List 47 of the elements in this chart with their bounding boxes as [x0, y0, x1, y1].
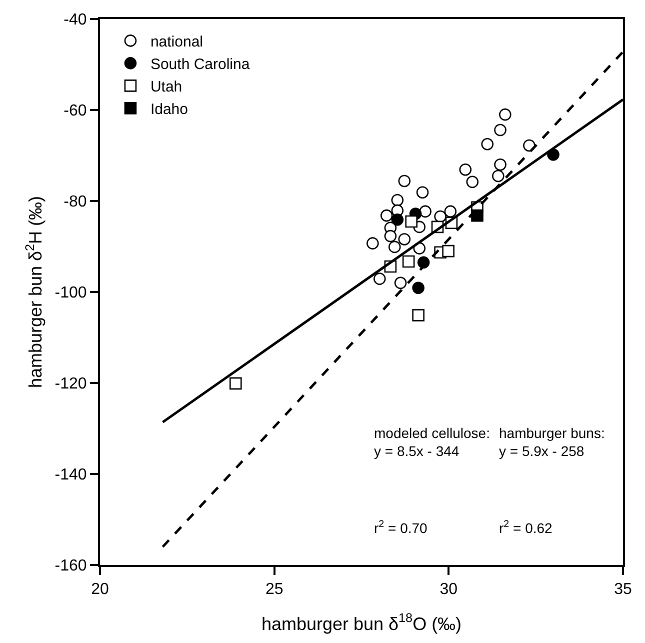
point [492, 170, 504, 182]
x-tick-label: 30 [440, 581, 458, 598]
point [499, 108, 512, 121]
x-tick-label: 20 [91, 581, 109, 598]
x-tick-label: 35 [614, 581, 632, 598]
point [494, 158, 506, 171]
point [419, 205, 432, 218]
point [398, 233, 411, 246]
y-tick-label: -100 [54, 284, 87, 302]
point [416, 186, 429, 198]
x-axis-title: hamburger bun δ$^{18}$O (‰) [261, 611, 462, 634]
point [402, 255, 415, 268]
point [384, 230, 397, 242]
point [391, 194, 404, 206]
point [394, 276, 407, 290]
y-tick-label: -80 [64, 194, 87, 211]
y-tick-label: -160 [54, 558, 87, 575]
annotation: modeled cellulose: y = 8.5x - 344 [374, 425, 490, 460]
point [398, 174, 411, 188]
point [391, 214, 404, 226]
point [444, 205, 457, 218]
point [481, 138, 494, 150]
legend-label: Idaho [150, 101, 188, 118]
point [459, 163, 472, 176]
x-tick-label: 25 [265, 581, 284, 598]
point [373, 272, 386, 285]
point [380, 209, 393, 222]
point [494, 124, 506, 136]
point [471, 209, 484, 222]
annotation: r$^{2}$ = 0.70 [374, 519, 428, 536]
y-tick-label: -120 [54, 376, 87, 393]
annotation: r$^{2}$ = 0.62 [499, 519, 553, 536]
annotation: hamburger buns: y = 5.9x - 258 [499, 425, 605, 460]
point [412, 282, 424, 294]
legend-label: national [150, 34, 204, 51]
point [412, 309, 424, 322]
point [466, 176, 479, 188]
point [229, 377, 242, 390]
legend-label: South Carolina [150, 56, 250, 74]
point [405, 215, 418, 228]
point [442, 244, 454, 258]
point [366, 237, 379, 250]
legend-label: Utah [150, 78, 182, 96]
y-tick-label: -40 [64, 12, 87, 29]
y-tick-label: -60 [64, 102, 87, 120]
point [388, 240, 401, 254]
y-tick-label: -140 [54, 466, 87, 484]
